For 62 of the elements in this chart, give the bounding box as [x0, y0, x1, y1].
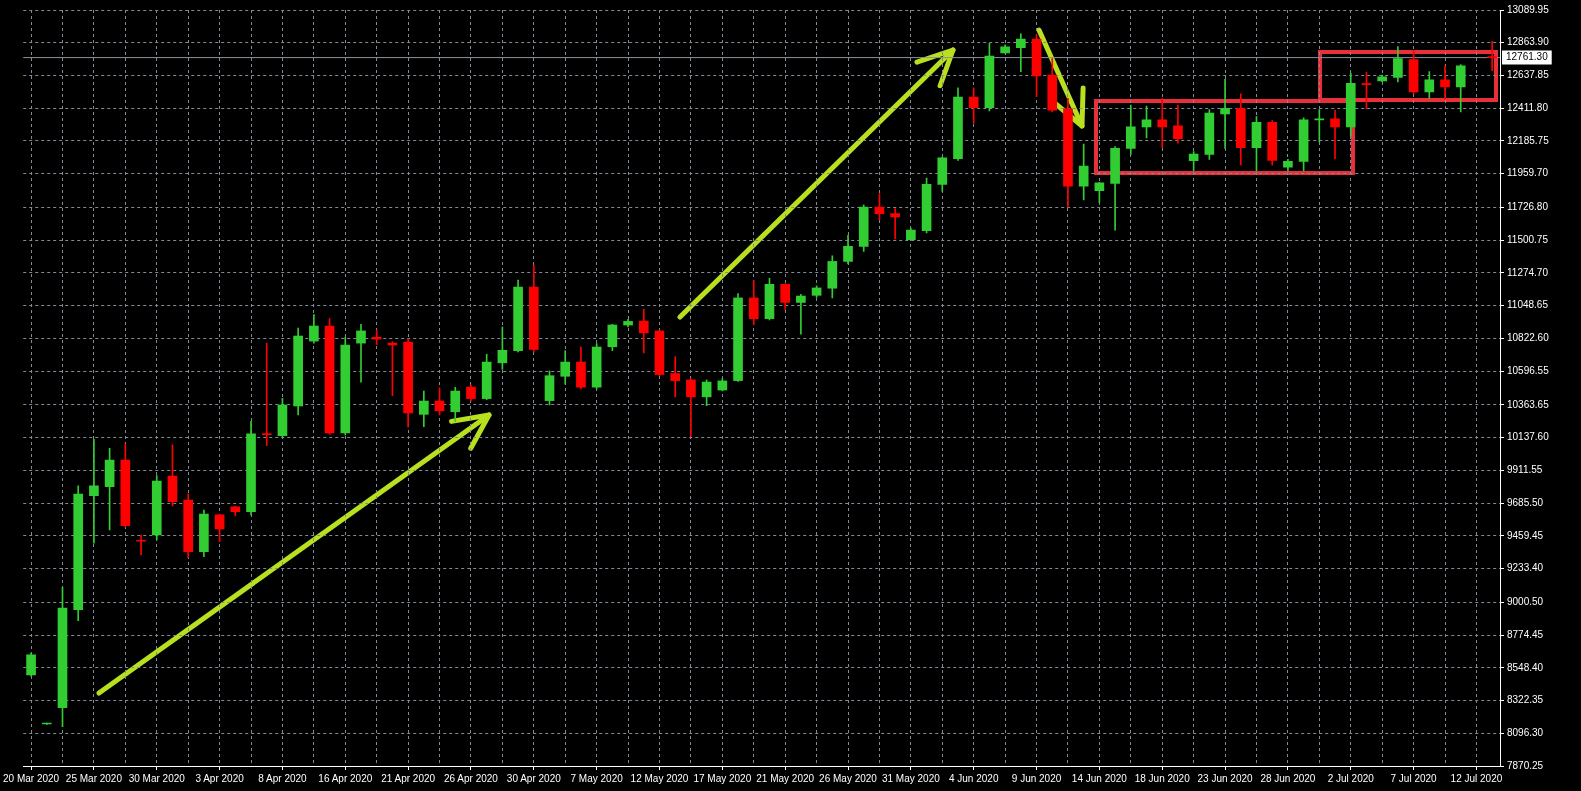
y-tick-label: 12411.80 [1507, 101, 1549, 113]
candlestick [796, 293, 806, 335]
x-tick-label: 30 Apr 2020 [506, 772, 562, 784]
candlestick [356, 323, 366, 383]
ref-line-label: 12761.30 [1506, 51, 1549, 63]
y-tick-label: 11500.75 [1507, 233, 1549, 245]
candlestick [1330, 110, 1340, 159]
x-tick-label: 30 Mar 2020 [128, 772, 186, 784]
y-tick-label: 10137.60 [1507, 431, 1550, 443]
candlestick [136, 534, 146, 556]
x-tick-label: 2 Jul 2020 [1327, 772, 1375, 784]
y-tick-label: 10363.65 [1507, 398, 1550, 410]
candlestick [1220, 78, 1230, 149]
y-tick-label: 9911.55 [1507, 464, 1543, 476]
x-tick-label: 31 May 2020 [881, 772, 941, 784]
y-tick-label: 12637.85 [1507, 69, 1550, 81]
x-tick-label: 7 Jul 2020 [1390, 772, 1438, 784]
x-tick-label: 18 Jun 2020 [1134, 772, 1191, 784]
y-tick-label: 12185.75 [1507, 134, 1550, 146]
y-tick-label: 9459.45 [1507, 529, 1544, 541]
candlestick [1440, 65, 1450, 100]
y-tick-label: 9233.40 [1507, 562, 1544, 574]
x-tick-label: 21 May 2020 [756, 772, 815, 784]
y-tick-label: 7870.25 [1507, 759, 1544, 771]
y-tick-label: 11959.70 [1507, 167, 1549, 179]
candlestick [1157, 98, 1168, 148]
y-tick-label: 11048.65 [1507, 299, 1549, 311]
x-tick-label: 14 Jun 2020 [1071, 772, 1128, 784]
x-tick-label: 12 Jul 2020 [1450, 772, 1503, 784]
y-tick-label: 9685.50 [1507, 496, 1544, 508]
y-tick-label: 8096.30 [1507, 727, 1544, 739]
y-tick-label: 10822.60 [1507, 332, 1550, 344]
candlestick [261, 342, 272, 446]
x-tick-label: 23 Jun 2020 [1197, 772, 1254, 784]
candlestick [89, 438, 99, 544]
y-tick-label: 8548.40 [1507, 661, 1544, 673]
x-tick-label: 3 Apr 2020 [195, 772, 245, 784]
x-tick-label: 9 Jun 2020 [1011, 772, 1062, 784]
y-tick-label: 12863.90 [1507, 36, 1550, 48]
candlestick [1487, 41, 1497, 72]
x-tick-label: 28 Jun 2020 [1260, 772, 1316, 784]
x-tick-label: 17 May 2020 [693, 772, 752, 784]
y-tick-label: 9000.50 [1507, 596, 1544, 608]
x-tick-label: 21 Apr 2020 [381, 772, 436, 784]
y-tick-label: 13089.95 [1507, 3, 1550, 15]
x-tick-label: 16 Apr 2020 [318, 772, 373, 784]
y-tick-label: 8774.45 [1507, 628, 1544, 640]
y-tick-label: 10596.55 [1507, 364, 1550, 376]
x-tick-label: 8 Apr 2020 [258, 772, 308, 784]
y-tick-label: 11274.70 [1507, 266, 1549, 278]
x-tick-label: 7 May 2020 [570, 772, 624, 784]
candlestick [670, 356, 681, 398]
x-tick-label: 25 Mar 2020 [65, 772, 123, 784]
x-tick-label: 4 Jun 2020 [948, 772, 999, 784]
y-tick-label: 8322.35 [1507, 694, 1544, 706]
x-tick-label: 26 May 2020 [819, 772, 878, 784]
candlestick [890, 208, 900, 240]
x-tick-label: 26 Apr 2020 [444, 772, 499, 784]
y-tick-label: 11726.80 [1507, 201, 1549, 213]
candlestick [1016, 33, 1026, 73]
x-tick-label: 12 May 2020 [630, 772, 689, 784]
x-tick-label: 20 Mar 2020 [3, 772, 60, 784]
